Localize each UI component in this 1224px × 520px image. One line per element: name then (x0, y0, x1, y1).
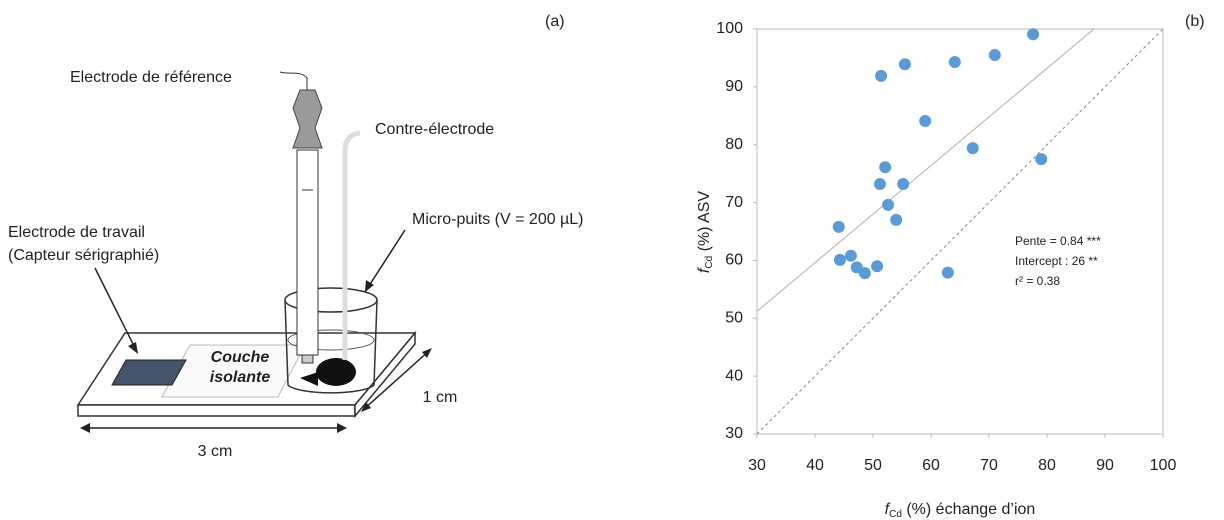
electrode-pad (300, 372, 318, 386)
point (882, 198, 895, 211)
arrow-head (422, 348, 432, 358)
point (898, 58, 911, 71)
y-tick-label: 90 (725, 78, 743, 95)
x-tick-label: 40 (806, 457, 824, 474)
point (890, 213, 903, 226)
arrow-head (80, 423, 90, 433)
dimension-label: 3 cm (198, 443, 233, 460)
y-tick-label: 30 (725, 425, 743, 442)
y-tick-label: 60 (725, 252, 743, 269)
label: Electrode de travail (8, 224, 145, 241)
point (1035, 153, 1048, 166)
electrode-head (292, 89, 323, 149)
point (948, 55, 961, 68)
x-tick-label: 50 (864, 457, 882, 474)
arrow-head (337, 423, 347, 433)
point (875, 69, 888, 82)
diagram: (a) Couche isolante Electrode de référen… (8, 13, 584, 460)
label: Electrode de référence (70, 69, 232, 86)
plot-frame (756, 28, 1164, 435)
y-tick-label: 40 (725, 367, 743, 384)
x-tick-label: 30 (748, 457, 766, 474)
point (897, 178, 910, 191)
counter-electrode (342, 130, 361, 360)
chart: (b) fCd (%) échange d’ion fCd (%) ASV Pe… (696, 13, 1204, 519)
sensor (111, 359, 187, 386)
arrow-head (361, 402, 371, 412)
electrode-tip (301, 354, 314, 364)
panel-label: (b) (1185, 13, 1205, 30)
point (966, 142, 979, 155)
y-axis-label: fCd (%) ASV (696, 191, 714, 273)
arrow (364, 229, 406, 293)
arrow (94, 267, 138, 353)
point (832, 220, 845, 233)
x-tick-label: 60 (922, 457, 940, 474)
label: (Capteur sérigraphié) (8, 247, 159, 264)
point (844, 249, 857, 262)
reference-electrode (296, 149, 319, 356)
y-tick-label: 50 (725, 310, 743, 327)
y-tick-label: 70 (725, 194, 743, 211)
x-axis-label: fCd (%) échange d’ion (885, 501, 1036, 519)
identity-line (756, 28, 1164, 435)
arrow-head (365, 280, 374, 292)
y-tick-label: 100 (716, 20, 743, 37)
panel-label: (a) (545, 13, 565, 30)
point (833, 253, 846, 266)
point (919, 114, 932, 127)
point (871, 260, 884, 273)
layer-label: isolante (210, 369, 271, 386)
beaker-rim (284, 287, 378, 313)
layer-label: Couche (211, 349, 270, 366)
point (988, 49, 1001, 62)
dimension-label: 1 cm (423, 389, 458, 406)
annotation: r² = 0.38 (1015, 274, 1060, 288)
point (873, 178, 886, 191)
plate-side (354, 330, 416, 419)
annotation: Pente = 0.84 *** (1015, 234, 1101, 248)
x-tick-label: 80 (1038, 457, 1056, 474)
plate-front (77, 404, 356, 417)
point (941, 266, 954, 279)
x-tick-label: 90 (1096, 457, 1114, 474)
label: Contre-électrode (375, 121, 494, 138)
point (879, 161, 892, 174)
y-tick-label: 80 (725, 136, 743, 153)
dimension-arrow (362, 349, 431, 411)
electrode-pad (316, 358, 356, 386)
beaker (284, 299, 378, 394)
cable (279, 71, 308, 90)
regression-line (756, 28, 1095, 312)
annotation: Intercept : 26 ** (1015, 254, 1098, 268)
x-tick-label: 100 (1150, 457, 1177, 474)
liquid (287, 329, 375, 351)
label: Micro-puits (V = 200 µL) (412, 211, 584, 228)
point (1027, 28, 1040, 41)
x-tick-label: 70 (980, 457, 998, 474)
arrow-head (128, 342, 138, 354)
point (858, 267, 871, 280)
